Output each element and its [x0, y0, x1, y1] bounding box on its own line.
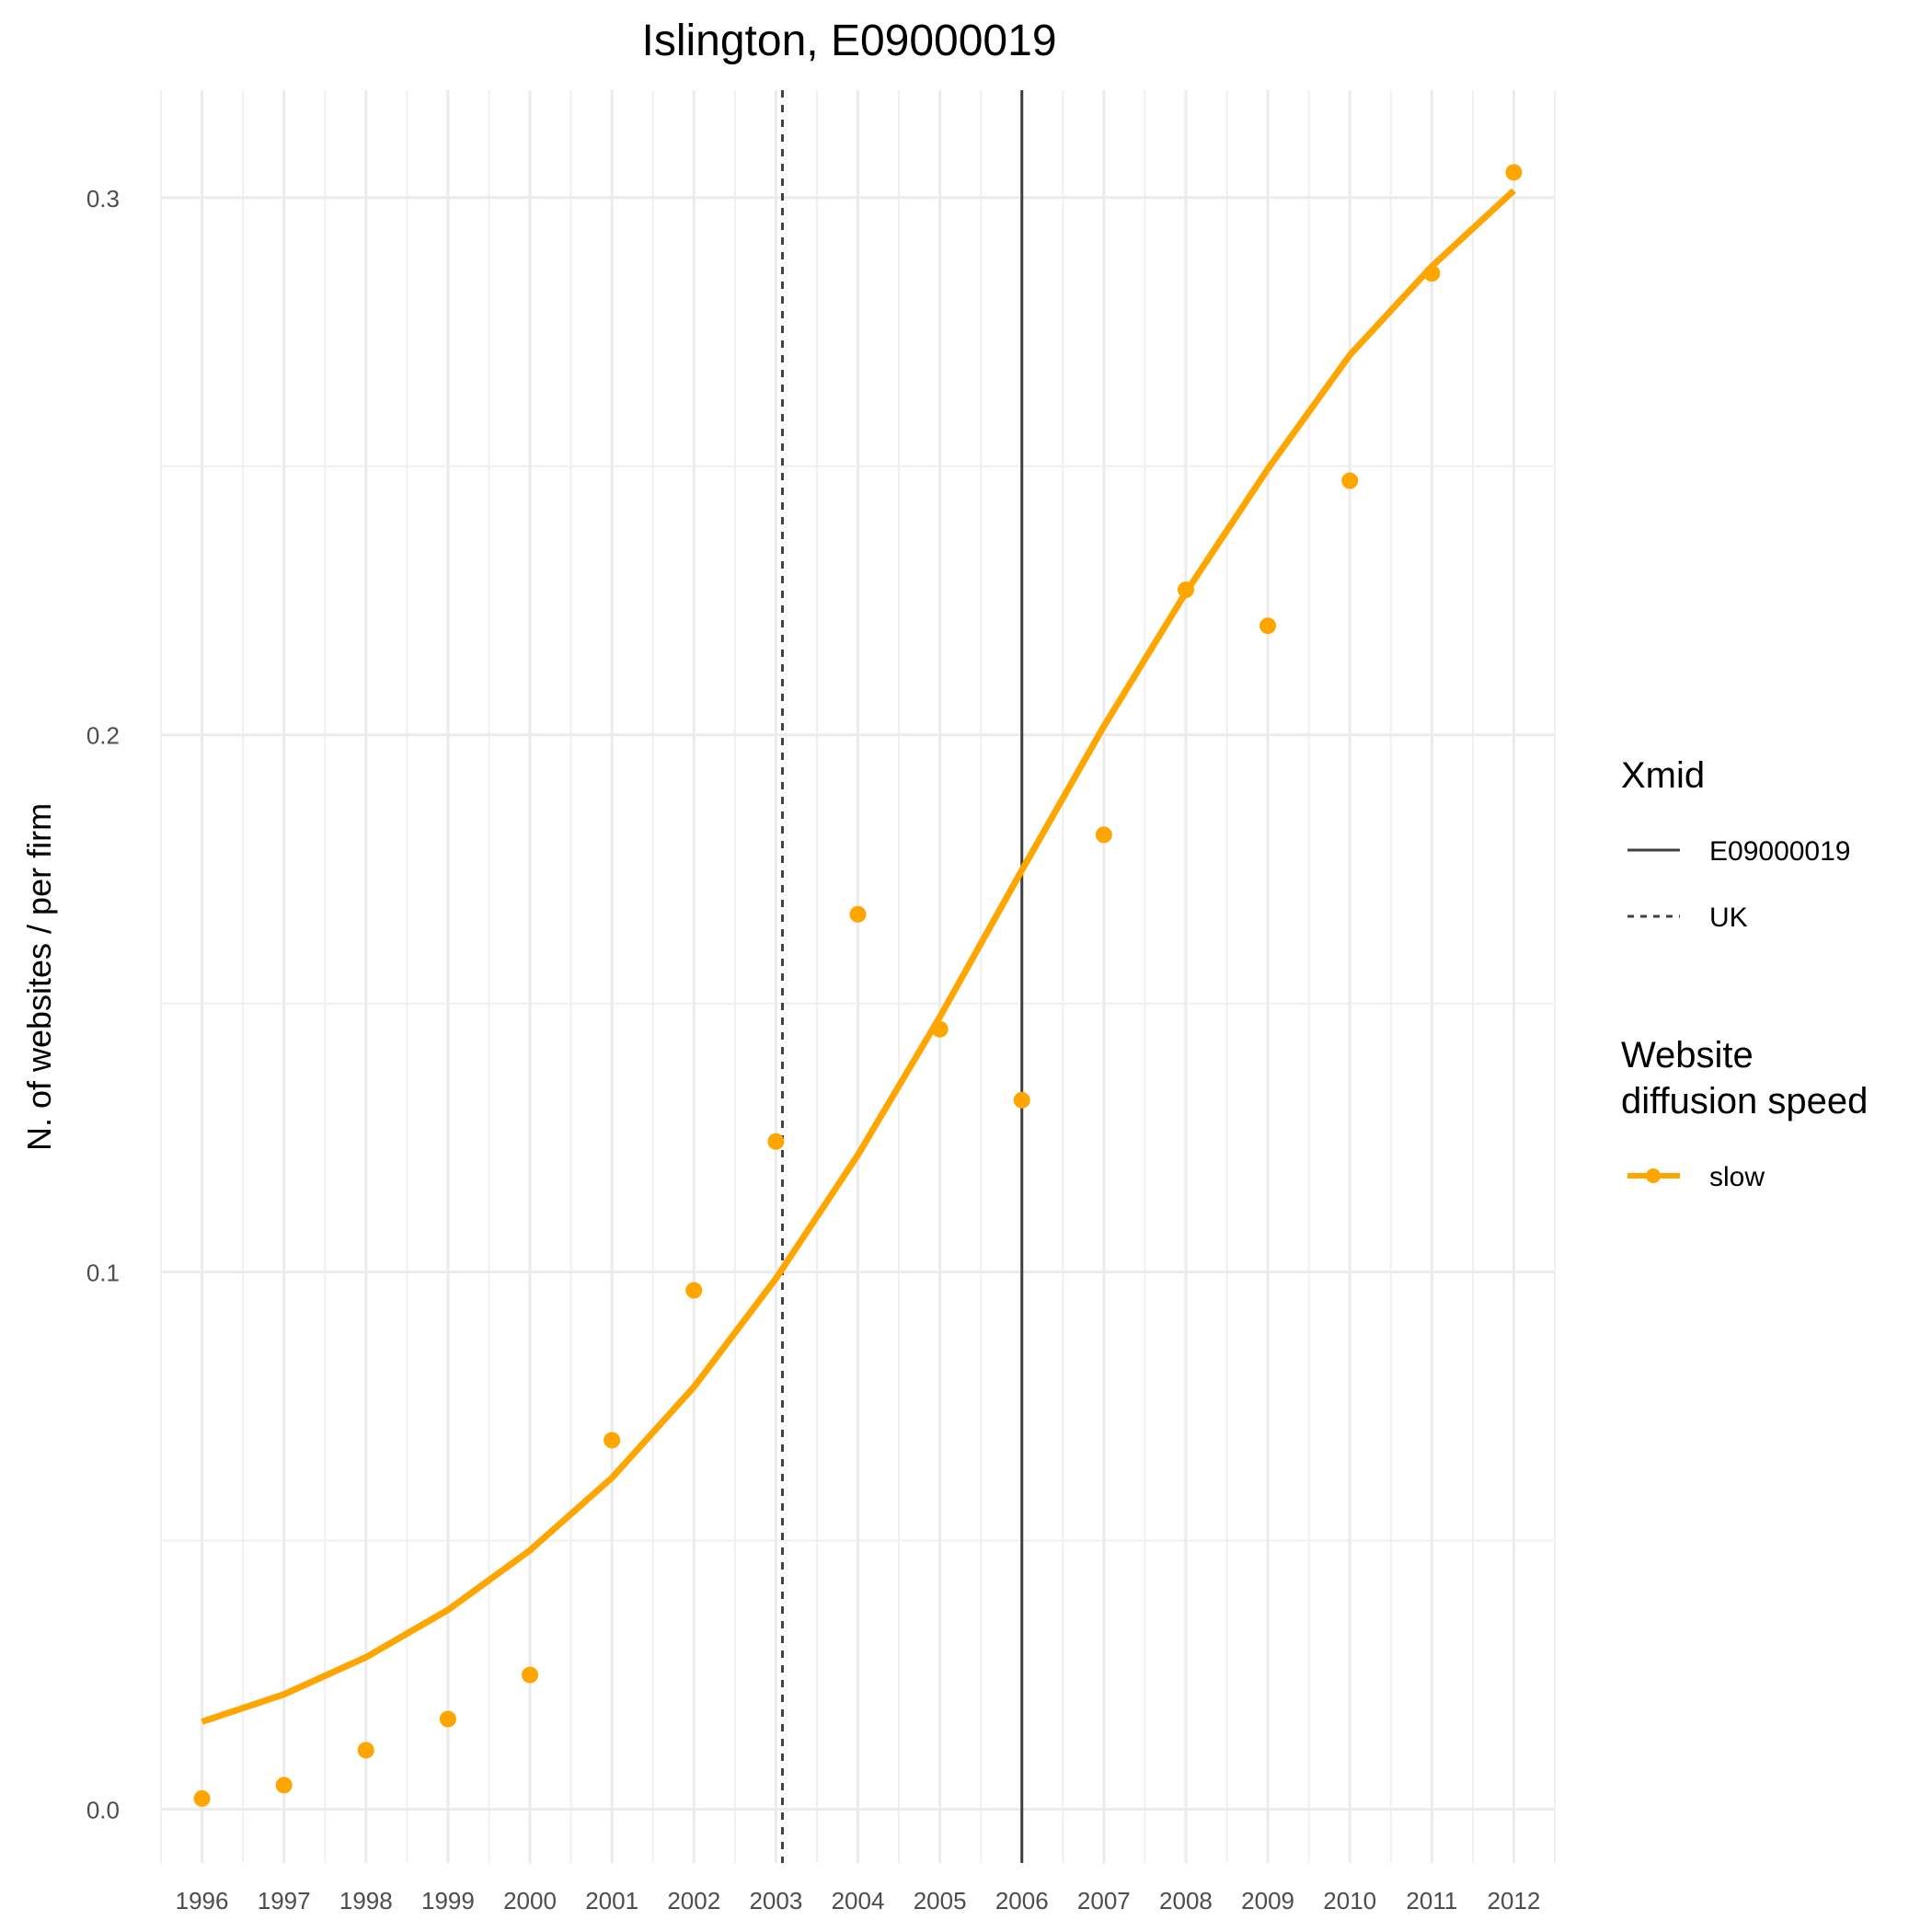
data-point: [685, 1282, 703, 1299]
data-point: [931, 1020, 949, 1038]
legend-title-speed-line1: Website: [1621, 1035, 1754, 1075]
data-point: [767, 1133, 785, 1150]
x-tick-label: 2009: [1241, 1887, 1294, 1915]
x-tick-label: 1997: [258, 1887, 311, 1915]
data-point: [849, 905, 867, 923]
x-tick-label: 1998: [339, 1887, 393, 1915]
y-tick-label: 0.0: [86, 1797, 120, 1824]
data-point: [439, 1710, 456, 1728]
data-point: [1259, 617, 1277, 635]
data-point: [1423, 265, 1441, 282]
minor-grid: [160, 90, 1556, 1863]
legend-item-e09000019: E09000019: [1627, 836, 1851, 867]
legend-title-speed-line2: diffusion speed: [1621, 1081, 1868, 1121]
x-tick-label: 2011: [1406, 1887, 1457, 1915]
x-tick-label: 2000: [503, 1887, 557, 1915]
x-tick-label: 2010: [1323, 1887, 1376, 1915]
data-point: [275, 1777, 293, 1794]
data-point: [522, 1666, 539, 1684]
y-tick-label: 0.3: [86, 185, 120, 213]
legend-label-slow: slow: [1709, 1162, 1765, 1192]
x-tick-label: 2012: [1488, 1887, 1541, 1915]
legend-item-slow: slow: [1627, 1162, 1765, 1192]
x-tick-label: 2004: [832, 1887, 885, 1915]
y-tick-label: 0.1: [86, 1259, 120, 1287]
x-tick-label: 1996: [176, 1887, 229, 1915]
legend-label-uk: UK: [1709, 903, 1748, 933]
x-tick-label: 2002: [667, 1887, 720, 1915]
reference-lines: [781, 90, 1024, 1863]
data-point: [1505, 164, 1523, 181]
legend-title-xmid: Xmid: [1621, 755, 1705, 796]
legend: Xmid E09000019 UK Website diffusion spee…: [1621, 755, 1868, 1192]
x-tick-label: 2001: [585, 1887, 638, 1915]
data-point: [1095, 826, 1112, 844]
data-point: [193, 1789, 211, 1807]
x-tick-label: 2005: [914, 1887, 967, 1915]
data-point: [1177, 581, 1194, 599]
y-axis-title: N. of websites / per firm: [20, 803, 58, 1151]
fit-line-layer: [201, 188, 1516, 1725]
data-point: [604, 1432, 621, 1449]
x-tick-label: 2008: [1159, 1887, 1213, 1915]
x-tick-label: 2003: [749, 1887, 802, 1915]
legend-key-slow-point: [1646, 1168, 1661, 1183]
data-point: [1013, 1091, 1030, 1109]
y-tick-label: 0.2: [86, 722, 120, 750]
legend-label-e09000019: E09000019: [1709, 836, 1851, 867]
chart-title: Islington, E09000019: [641, 17, 1056, 65]
x-tick-label: 2007: [1077, 1887, 1131, 1915]
x-tick-labels: 1996 1997 1998 1999 2000 2001 2002 2003 2004 2005…: [176, 1887, 1541, 1915]
major-grid: [161, 90, 1555, 1863]
data-point: [1341, 472, 1359, 489]
x-tick-label: 1999: [421, 1887, 475, 1915]
legend-item-uk: UK: [1627, 903, 1748, 933]
data-point: [357, 1742, 374, 1759]
fit-line-slow: [201, 188, 1516, 1725]
points-layer: [193, 164, 1523, 1807]
y-tick-labels: 0.0 0.1 0.2 0.3: [86, 185, 120, 1824]
x-tick-label: 2006: [995, 1887, 1049, 1915]
